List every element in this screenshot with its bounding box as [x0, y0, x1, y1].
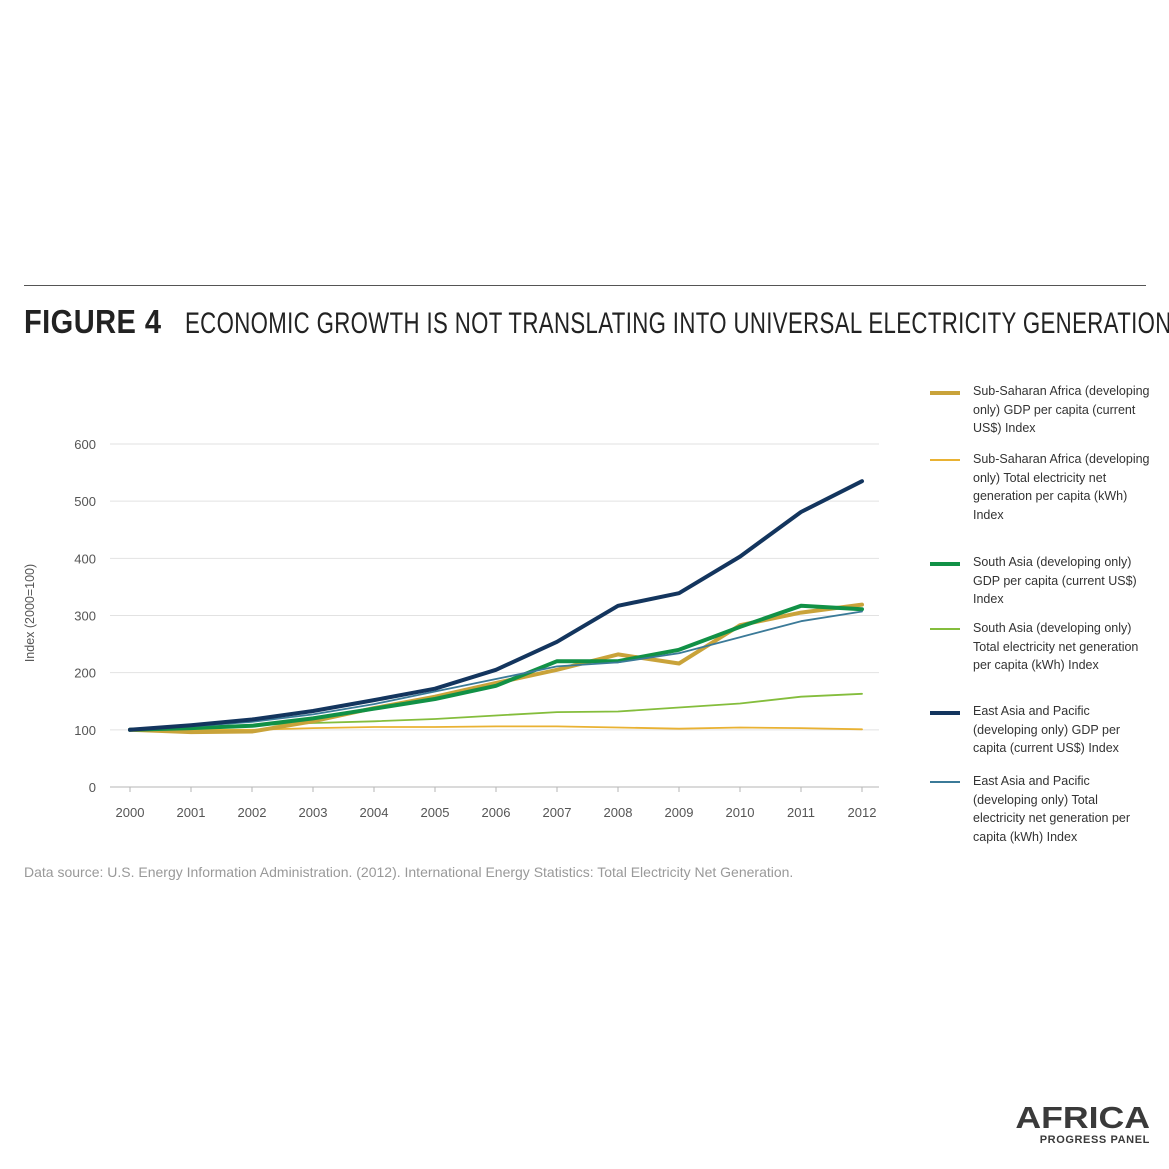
legend-swatch	[930, 781, 960, 783]
y-tick-label: 600	[74, 437, 96, 452]
logo-subtitle: PROGRESS PANEL	[1039, 1134, 1150, 1146]
x-tick-label: 2007	[543, 805, 572, 820]
legend-swatch	[930, 562, 960, 566]
legend-label: South Asia (developing only) GDP per cap…	[973, 555, 1137, 606]
y-axis-ticks: 0 100 200 300 400 500 600	[74, 437, 96, 795]
x-tick-label: 2005	[421, 805, 450, 820]
legend-label: Sub-Saharan Africa (developing only) Tot…	[973, 452, 1150, 522]
legend-label: East Asia and Pacific (developing only) …	[973, 704, 1121, 755]
y-tick-label: 300	[74, 609, 96, 624]
x-tick-label: 2006	[482, 805, 511, 820]
chart-series	[128, 479, 864, 735]
legend-label: Sub-Saharan Africa (developing only) GDP…	[973, 384, 1150, 435]
data-source-note: Data source: U.S. Energy Information Adm…	[24, 864, 794, 880]
header-rule	[24, 285, 1146, 286]
legend-label: East Asia and Pacific (developing only) …	[973, 774, 1131, 844]
logo-wordmark: AFRICA	[1015, 1100, 1150, 1135]
x-tick-label: 2011	[787, 805, 815, 820]
y-tick-label: 100	[74, 723, 96, 738]
figure-title-text: ECONOMIC GROWTH IS NOT TRANSLATING INTO …	[185, 307, 1169, 340]
x-tick-label: 2009	[665, 805, 694, 820]
figure-title: FIGURE 4 ECONOMIC GROWTH IS NOT TRANSLAT…	[24, 303, 1169, 341]
figure-label: FIGURE 4	[24, 303, 162, 340]
x-tick-label: 2010	[726, 805, 755, 820]
legend-label: South Asia (developing only) Total elect…	[973, 621, 1139, 672]
y-tick-label: 400	[74, 551, 96, 566]
x-tick-label: 2004	[360, 805, 389, 820]
legend-swatch	[930, 628, 960, 630]
legend-swatch	[930, 711, 960, 715]
legend-swatch	[930, 459, 960, 461]
x-tick-label: 2000	[116, 805, 145, 820]
x-tick-label: 2001	[177, 805, 206, 820]
series-line-5	[129, 610, 863, 731]
y-tick-label: 500	[74, 494, 96, 509]
y-tick-label: 0	[89, 780, 96, 795]
x-tick-label: 2003	[299, 805, 328, 820]
series-line-2	[128, 603, 864, 732]
x-tick-label: 2008	[604, 805, 633, 820]
y-tick-label: 200	[74, 666, 96, 681]
x-axis-ticks: 2000 2001 2002 2003 2004 2005 2006 2007 2008 2009…	[116, 787, 877, 820]
y-axis-label: Index (2000=100)	[23, 564, 37, 662]
series-line-4	[128, 479, 864, 732]
legend-swatch	[930, 391, 960, 395]
x-tick-label: 2002	[238, 805, 267, 820]
x-tick-label: 2012	[848, 805, 877, 820]
chart-grid	[110, 443, 879, 788]
africa-progress-panel-logo: AFRICA PROGRESS PANEL	[1015, 1102, 1150, 1147]
